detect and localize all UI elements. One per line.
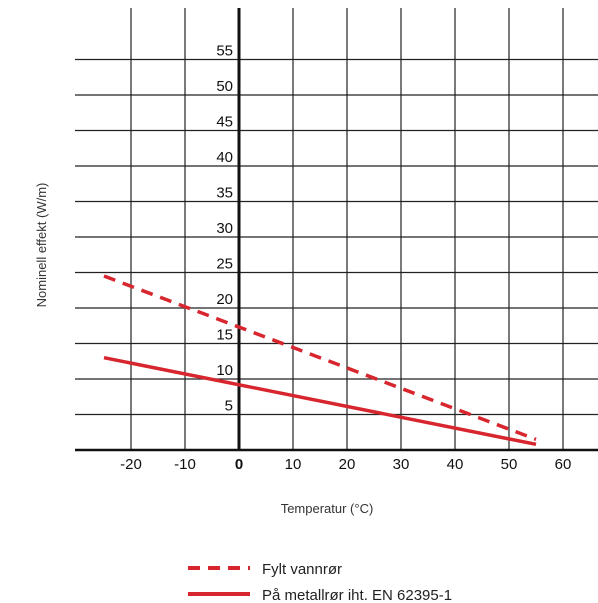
chart-axes xyxy=(75,8,598,452)
y-axis-label: Nominell effekt (W/m) xyxy=(34,183,49,308)
x-tick-label: 10 xyxy=(285,456,302,473)
x-axis-label: Temperatur (°C) xyxy=(281,501,374,516)
legend-entry-1: På metallrør iht. EN 62395-1 xyxy=(262,587,452,603)
x-tick-labels: -20 -10 0 10 20 30 40 50 60 xyxy=(120,456,571,473)
x-tick-label: 60 xyxy=(555,456,572,473)
x-tick-label: 40 xyxy=(447,456,464,473)
chart-legend: Fylt vannrør På metallrør iht. EN 62395-… xyxy=(188,561,452,603)
y-tick-label: 30 xyxy=(216,220,233,237)
legend-entry-0: Fylt vannrør xyxy=(262,561,342,578)
chart-series xyxy=(103,274,537,447)
y-tick-labels: 5 10 15 20 25 30 35 40 45 50 55 xyxy=(216,43,233,415)
chart-grid xyxy=(75,8,598,450)
y-tick-label: 25 xyxy=(216,256,233,273)
x-tick-label: -10 xyxy=(174,456,196,473)
y-tick-label: 5 xyxy=(225,398,233,415)
series-line-1 xyxy=(103,355,537,447)
x-tick-label: 0 xyxy=(235,456,243,473)
x-tick-label: -20 xyxy=(120,456,142,473)
y-tick-label: 15 xyxy=(216,327,233,344)
y-tick-label: 35 xyxy=(216,185,233,202)
y-tick-label: 55 xyxy=(216,43,233,60)
x-tick-label: 30 xyxy=(393,456,410,473)
series-line-0 xyxy=(103,274,537,441)
y-tick-label: 20 xyxy=(216,291,233,308)
x-tick-label: 20 xyxy=(339,456,356,473)
y-tick-label: 40 xyxy=(216,149,233,166)
y-tick-label: 45 xyxy=(216,114,233,131)
y-tick-label: 50 xyxy=(216,78,233,95)
x-tick-label: 50 xyxy=(501,456,518,473)
y-tick-label: 10 xyxy=(216,362,233,379)
